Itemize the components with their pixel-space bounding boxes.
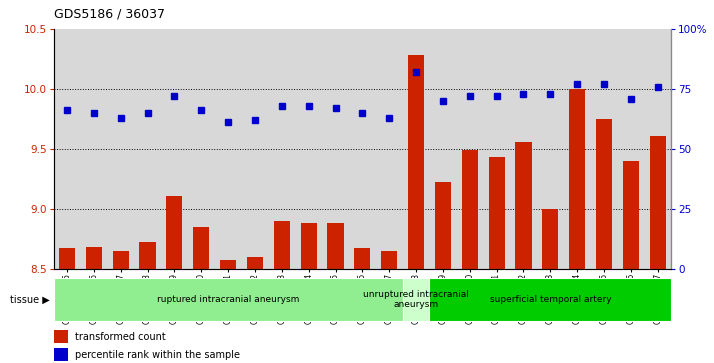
Bar bbox=[54, 278, 403, 321]
Bar bbox=[650, 136, 665, 269]
Text: unruptured intracranial
aneurysm: unruptured intracranial aneurysm bbox=[363, 290, 469, 309]
Bar bbox=[596, 119, 612, 269]
Bar bbox=[403, 278, 430, 321]
Text: transformed count: transformed count bbox=[75, 332, 166, 342]
Bar bbox=[54, 330, 68, 343]
Bar bbox=[435, 182, 451, 269]
Bar bbox=[113, 250, 129, 269]
Bar bbox=[462, 150, 478, 269]
Bar bbox=[193, 227, 209, 269]
Bar bbox=[273, 221, 290, 269]
Bar bbox=[354, 248, 371, 269]
Bar bbox=[247, 257, 263, 269]
Bar bbox=[86, 247, 102, 269]
Bar bbox=[139, 242, 156, 269]
Bar bbox=[59, 248, 75, 269]
Bar bbox=[301, 223, 317, 269]
Bar bbox=[408, 56, 424, 269]
Text: GDS5186 / 36037: GDS5186 / 36037 bbox=[54, 7, 164, 20]
Text: ruptured intracranial aneurysm: ruptured intracranial aneurysm bbox=[157, 295, 299, 304]
Bar bbox=[220, 260, 236, 269]
Bar bbox=[516, 142, 531, 269]
Bar bbox=[542, 209, 558, 269]
Text: percentile rank within the sample: percentile rank within the sample bbox=[75, 350, 240, 360]
Text: tissue ▶: tissue ▶ bbox=[10, 294, 50, 305]
Bar bbox=[430, 278, 671, 321]
Bar bbox=[381, 250, 397, 269]
Bar bbox=[623, 161, 639, 269]
Bar bbox=[328, 223, 343, 269]
Bar bbox=[166, 196, 183, 269]
Bar bbox=[488, 157, 505, 269]
Text: superficial temporal artery: superficial temporal artery bbox=[490, 295, 611, 304]
Bar bbox=[54, 348, 68, 361]
Bar bbox=[569, 89, 585, 269]
